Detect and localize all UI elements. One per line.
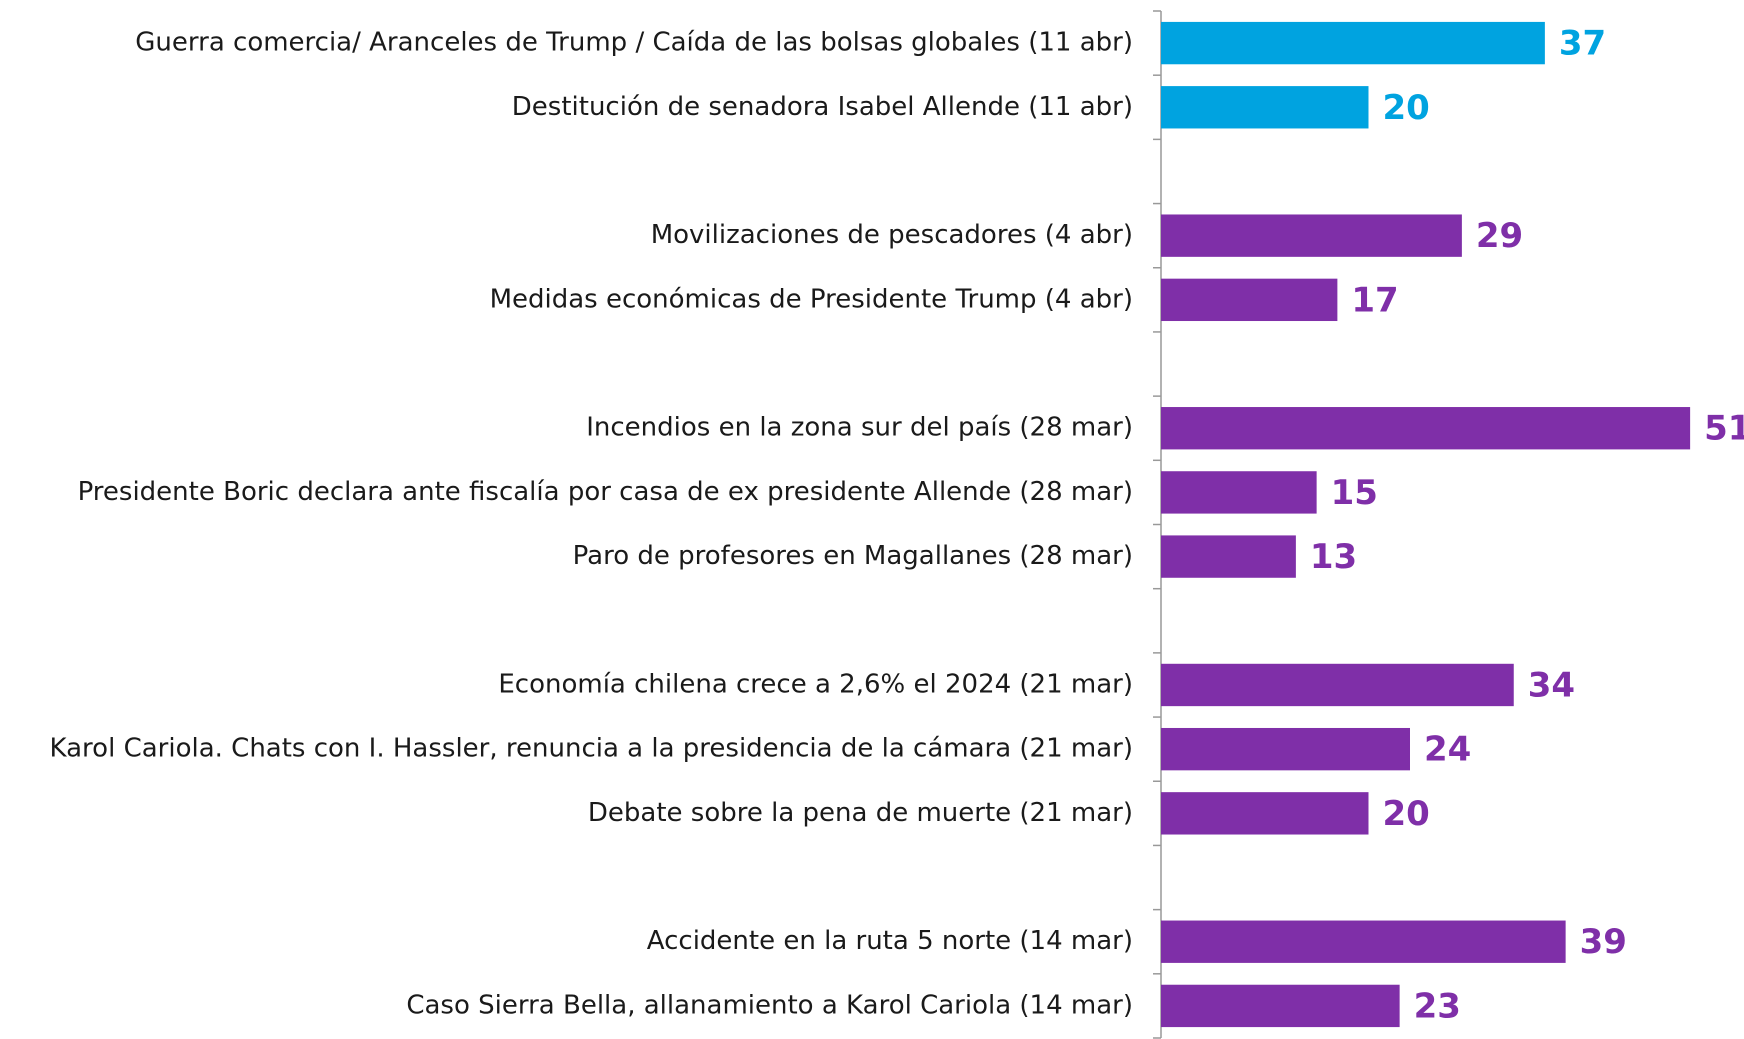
value-label: 20 (1383, 794, 1430, 834)
category-label: Movilizaciones de pescadores (4 abr) (651, 220, 1133, 250)
bar (1161, 21, 1545, 65)
value-label: 29 (1476, 216, 1523, 256)
bar (1161, 278, 1338, 322)
bar (1161, 86, 1369, 129)
category-label: Karol Cariola. Chats con I. Hassler, ren… (50, 734, 1133, 764)
value-label: 51 (1704, 409, 1744, 449)
bar (1161, 920, 1566, 963)
category-label: Guerra comercia/ Aranceles de Trump / Ca… (135, 28, 1133, 58)
value-label: 34 (1528, 665, 1575, 705)
value-label: 23 (1414, 986, 1461, 1026)
category-label: Paro de profesores en Magallanes (28 mar… (573, 541, 1133, 571)
bar (1161, 214, 1462, 257)
category-label: Incendios en la zona sur del país (28 ma… (586, 413, 1133, 443)
bar (1161, 984, 1400, 1028)
category-label: Medidas económicas de Presidente Trump (… (490, 284, 1133, 314)
value-label: 15 (1331, 473, 1378, 513)
value-label: 13 (1310, 537, 1357, 577)
bar (1161, 663, 1514, 707)
category-label: Debate sobre la pena de muerte (21 mar) (588, 798, 1133, 828)
category-label: Caso Sierra Bella, allanamiento a Karol … (406, 990, 1133, 1020)
bar (1161, 471, 1317, 514)
value-label: 37 (1559, 24, 1606, 64)
category-label: Destitución de senadora Isabel Allende (… (512, 92, 1133, 122)
value-label: 17 (1351, 280, 1398, 320)
value-label: 39 (1580, 922, 1627, 962)
bar (1161, 727, 1410, 771)
category-label: Presidente Boric declara ante fiscalía p… (78, 477, 1133, 507)
bar (1161, 792, 1369, 835)
value-label: 24 (1424, 730, 1471, 770)
category-label: Economía chilena crece a 2,6% el 2024 (2… (498, 669, 1133, 699)
category-label: Accidente en la ruta 5 norte (14 mar) (647, 926, 1133, 956)
bar (1161, 535, 1296, 578)
value-label: 20 (1383, 88, 1430, 128)
bar (1161, 407, 1691, 450)
